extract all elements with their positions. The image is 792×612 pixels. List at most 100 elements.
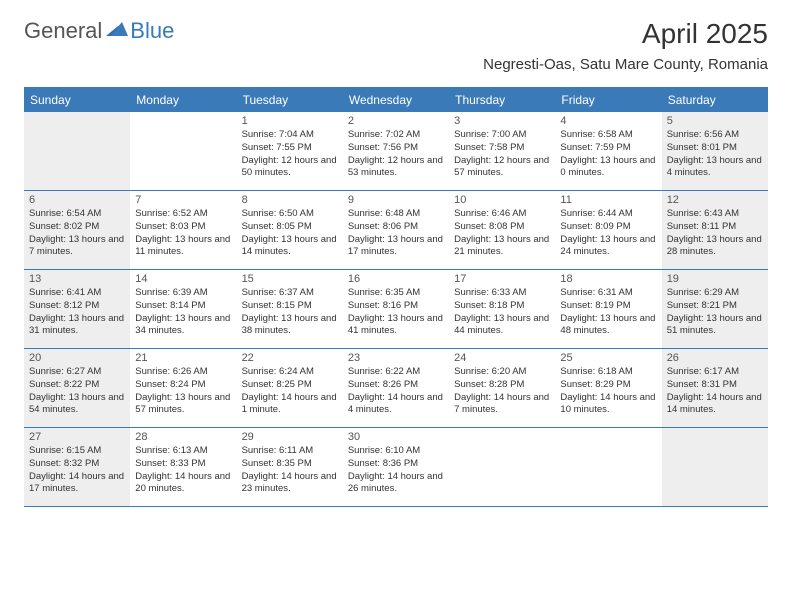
day-info: Sunrise: 6:11 AMSunset: 8:35 PMDaylight:… — [242, 445, 338, 496]
day-cell: 4Sunrise: 6:58 AMSunset: 7:59 PMDaylight… — [555, 112, 661, 190]
daylight-text: Daylight: 14 hours and 17 minutes. — [29, 471, 125, 497]
logo-text-general: General — [24, 18, 102, 44]
daylight-text: Daylight: 13 hours and 28 minutes. — [667, 234, 763, 260]
day-number: 22 — [242, 352, 338, 364]
sunrise-text: Sunrise: 6:24 AM — [242, 366, 338, 379]
day-cell: 14 Sunrise: 6:39 AMSunset: 8:14 PMDayligh… — [130, 270, 236, 348]
day-number: 26 — [667, 352, 763, 364]
daylight-text: Daylight: 14 hours and 4 minutes. — [348, 392, 444, 418]
daylight-text: Daylight: 13 hours and 17 minutes. — [348, 234, 444, 260]
daylight-text: Daylight: 13 hours and 54 minutes. — [29, 392, 125, 418]
day-info: Sunrise: 6:24 AMSunset: 8:25 PMDaylight:… — [242, 366, 338, 417]
day-cell: 22 Sunrise: 6:24 AMSunset: 8:25 PMDayligh… — [237, 349, 343, 427]
day-number: 24 — [454, 352, 550, 364]
day-info: Sunrise: 6:35 AMSunset: 8:16 PMDaylight:… — [348, 287, 444, 338]
day-info: Sunrise: 6:52 AMSunset: 8:03 PMDaylight:… — [135, 208, 231, 259]
day-number: 1 — [242, 115, 338, 127]
day-cell: 19Sunrise: 6:29 AMSunset: 8:21 PMDayligh… — [662, 270, 768, 348]
sunset-text: Sunset: 8:26 PM — [348, 379, 444, 392]
day-info: Sunrise: 6:15 AMSunset: 8:32 PMDaylight:… — [29, 445, 125, 496]
day-info: Sunrise: 6:13 AMSunset: 8:33 PMDaylight:… — [135, 445, 231, 496]
day-number: 23 — [348, 352, 444, 364]
day-number: 9 — [348, 194, 444, 206]
sunrise-text: Sunrise: 6:31 AM — [560, 287, 656, 300]
day-info: Sunrise: 6:39 AMSunset: 8:14 PMDaylight:… — [135, 287, 231, 338]
day-info: Sunrise: 6:56 AMSunset: 8:01 PMDaylight:… — [667, 129, 763, 180]
day-info: Sunrise: 6:26 AMSunset: 8:24 PMDaylight:… — [135, 366, 231, 417]
sunset-text: Sunset: 8:21 PM — [667, 300, 763, 313]
sunset-text: Sunset: 7:56 PM — [348, 142, 444, 155]
day-info: Sunrise: 6:58 AMSunset: 7:59 PMDaylight:… — [560, 129, 656, 180]
day-cell: 3Sunrise: 7:00 AMSunset: 7:58 PMDaylight… — [449, 112, 555, 190]
daylight-text: Daylight: 12 hours and 50 minutes. — [242, 155, 338, 181]
sunset-text: Sunset: 7:58 PM — [454, 142, 550, 155]
day-info: Sunrise: 6:20 AMSunset: 8:28 PMDaylight:… — [454, 366, 550, 417]
day-cell: 25Sunrise: 6:18 AMSunset: 8:29 PMDayligh… — [555, 349, 661, 427]
day-info: Sunrise: 6:18 AMSunset: 8:29 PMDaylight:… — [560, 366, 656, 417]
day-info: Sunrise: 6:46 AMSunset: 8:08 PMDaylight:… — [454, 208, 550, 259]
day-info: Sunrise: 6:50 AMSunset: 8:05 PMDaylight:… — [242, 208, 338, 259]
day-number: 7 — [135, 194, 231, 206]
daylight-text: Daylight: 12 hours and 57 minutes. — [454, 155, 550, 181]
day-cell: 12Sunrise: 6:43 AMSunset: 8:11 PMDayligh… — [662, 191, 768, 269]
title-block: April 2025 Negresti-Oas, Satu Mare Count… — [483, 18, 768, 73]
sunset-text: Sunset: 8:24 PM — [135, 379, 231, 392]
daylight-text: Daylight: 14 hours and 14 minutes. — [667, 392, 763, 418]
week-row: 27 Sunrise: 6:15 AMSunset: 8:32 PMDayligh… — [24, 428, 768, 507]
location: Negresti-Oas, Satu Mare County, Romania — [483, 56, 768, 73]
day-cell: 7 Sunrise: 6:52 AMSunset: 8:03 PMDaylight… — [130, 191, 236, 269]
week-row: 13Sunrise: 6:41 AMSunset: 8:12 PMDayligh… — [24, 270, 768, 349]
daylight-text: Daylight: 13 hours and 38 minutes. — [242, 313, 338, 339]
day-cell: 26 Sunrise: 6:17 AMSunset: 8:31 PMDayligh… — [662, 349, 768, 427]
sunrise-text: Sunrise: 6:29 AM — [667, 287, 763, 300]
day-header: Tuesday — [237, 88, 343, 112]
day-number: 14 — [135, 273, 231, 285]
day-cell: 6Sunrise: 6:54 AMSunset: 8:02 PMDaylight… — [24, 191, 130, 269]
day-cell: 1 Sunrise: 7:04 AMSunset: 7:55 PMDaylight… — [237, 112, 343, 190]
sunset-text: Sunset: 8:14 PM — [135, 300, 231, 313]
day-info: Sunrise: 6:17 AMSunset: 8:31 PMDaylight:… — [667, 366, 763, 417]
sunset-text: Sunset: 8:06 PM — [348, 221, 444, 234]
sunset-text: Sunset: 8:19 PM — [560, 300, 656, 313]
daylight-text: Daylight: 14 hours and 7 minutes. — [454, 392, 550, 418]
sunset-text: Sunset: 8:12 PM — [29, 300, 125, 313]
daylight-text: Daylight: 13 hours and 31 minutes. — [29, 313, 125, 339]
day-info: Sunrise: 6:41 AMSunset: 8:12 PMDaylight:… — [29, 287, 125, 338]
sunset-text: Sunset: 8:05 PM — [242, 221, 338, 234]
weeks-container: 1 Sunrise: 7:04 AMSunset: 7:55 PMDaylight… — [24, 112, 768, 507]
day-info: Sunrise: 6:37 AMSunset: 8:15 PMDaylight:… — [242, 287, 338, 338]
sunset-text: Sunset: 8:36 PM — [348, 458, 444, 471]
day-number: 29 — [242, 431, 338, 443]
sunrise-text: Sunrise: 6:15 AM — [29, 445, 125, 458]
day-number: 16 — [348, 273, 444, 285]
day-cell — [449, 428, 555, 506]
day-number: 27 — [29, 431, 125, 443]
sunset-text: Sunset: 8:09 PM — [560, 221, 656, 234]
sunrise-text: Sunrise: 7:04 AM — [242, 129, 338, 142]
day-cell: 30Sunrise: 6:10 AMSunset: 8:36 PMDayligh… — [343, 428, 449, 506]
sunset-text: Sunset: 8:33 PM — [135, 458, 231, 471]
day-cell: 9 Sunrise: 6:48 AMSunset: 8:06 PMDaylight… — [343, 191, 449, 269]
day-number: 28 — [135, 431, 231, 443]
logo-text-blue: Blue — [130, 18, 174, 44]
day-info: Sunrise: 6:54 AMSunset: 8:02 PMDaylight:… — [29, 208, 125, 259]
day-number: 18 — [560, 273, 656, 285]
sunset-text: Sunset: 8:22 PM — [29, 379, 125, 392]
day-cell: 24 Sunrise: 6:20 AMSunset: 8:28 PMDayligh… — [449, 349, 555, 427]
sunrise-text: Sunrise: 6:22 AM — [348, 366, 444, 379]
daylight-text: Daylight: 13 hours and 48 minutes. — [560, 313, 656, 339]
sunrise-text: Sunrise: 6:48 AM — [348, 208, 444, 221]
day-info: Sunrise: 6:27 AMSunset: 8:22 PMDaylight:… — [29, 366, 125, 417]
day-number: 17 — [454, 273, 550, 285]
sunset-text: Sunset: 8:08 PM — [454, 221, 550, 234]
day-info: Sunrise: 6:44 AMSunset: 8:09 PMDaylight:… — [560, 208, 656, 259]
daylight-text: Daylight: 12 hours and 53 minutes. — [348, 155, 444, 181]
day-info: Sunrise: 6:33 AMSunset: 8:18 PMDaylight:… — [454, 287, 550, 338]
day-info: Sunrise: 7:04 AMSunset: 7:55 PMDaylight:… — [242, 129, 338, 180]
day-cell: 27 Sunrise: 6:15 AMSunset: 8:32 PMDayligh… — [24, 428, 130, 506]
sunrise-text: Sunrise: 6:13 AM — [135, 445, 231, 458]
daylight-text: Daylight: 13 hours and 57 minutes. — [135, 392, 231, 418]
daylight-text: Daylight: 13 hours and 11 minutes. — [135, 234, 231, 260]
daylight-text: Daylight: 14 hours and 23 minutes. — [242, 471, 338, 497]
daylight-text: Daylight: 13 hours and 41 minutes. — [348, 313, 444, 339]
